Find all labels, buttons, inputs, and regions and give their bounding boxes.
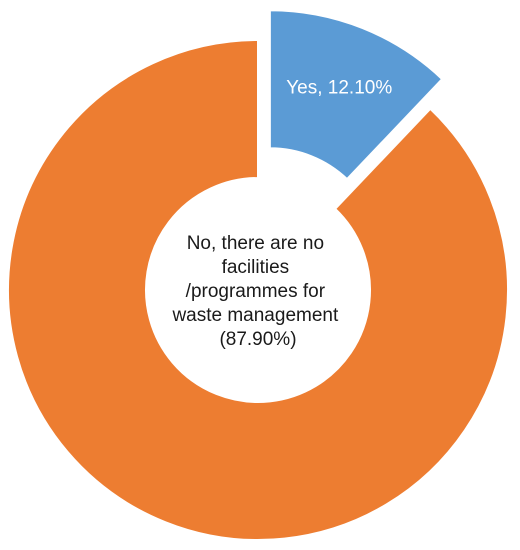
donut-slices <box>7 9 509 541</box>
slice-label-yes: Yes, 12.10% <box>286 78 392 99</box>
donut-slice-no <box>7 38 509 541</box>
donut-slice-yes <box>268 9 444 181</box>
slice-label-no: No, there are no facilities /programmes … <box>171 233 343 350</box>
slice-label-no-line: (87.90%) <box>219 329 296 350</box>
slice-label-no-line: facilities <box>222 257 290 278</box>
slice-label-no-line: No, there are no <box>187 233 324 254</box>
slice-label-no-line: waste management <box>171 305 339 326</box>
slice-label-no-line: /programmes for <box>186 281 326 302</box>
